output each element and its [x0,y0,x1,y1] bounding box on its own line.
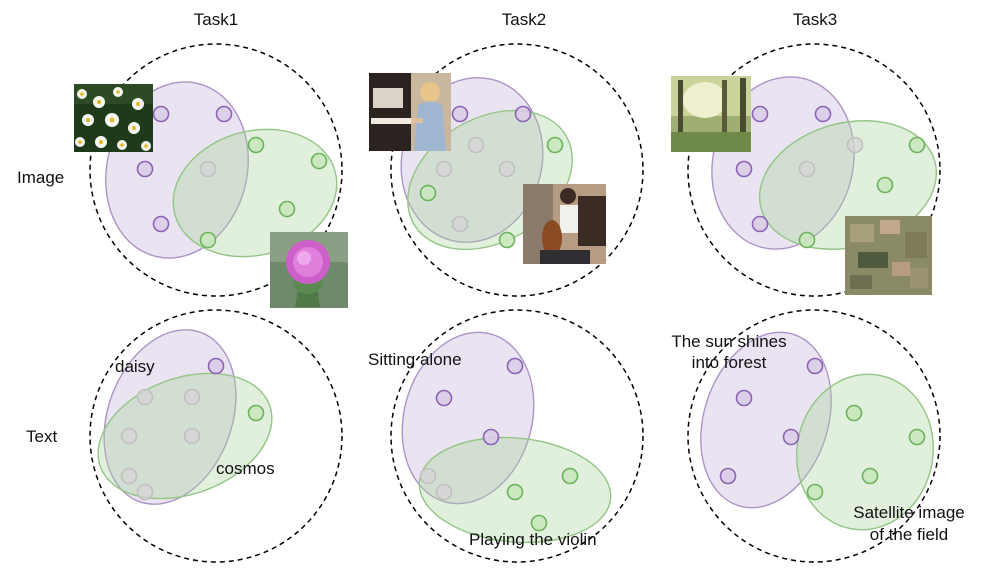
task2-image-overlap-point [467,136,485,154]
task2-text-green-point [506,483,524,501]
task2-image-panel [369,43,644,297]
task3-image-purple-point [751,105,769,123]
task3-image-purple-point [814,105,832,123]
thistle-photo [270,232,348,308]
task1-image-boundary [89,43,343,297]
task2-image-boundary [390,43,644,297]
task1-text-overlap-point [183,427,201,445]
task1-image-green-point [310,152,328,170]
task2-text-purple-cluster [401,331,535,505]
task2-image-overlap-point [498,160,516,178]
row-label-image: Image [17,168,64,187]
task1-text-overlap-point [183,388,201,406]
task3-image-purple-point [735,160,753,178]
caption-daisy: daisy [115,357,155,376]
task1-image-overlap-point [199,160,217,178]
task1-title: Task1 [194,10,238,29]
task2-text-green-point [561,467,579,485]
task2-image-green-point [546,136,564,154]
task3-image-green-point [908,136,926,154]
task1-image-purple-point [152,215,170,233]
task2-text-purple-point [506,357,524,375]
task1-image-green-point [278,200,296,218]
task3-text-green-point [861,467,879,485]
satellite-photo [845,216,932,295]
task1-image-purple-point [215,105,233,123]
task1-image-green-point [199,231,217,249]
forest-photo [671,76,751,152]
task2-image-overlap-point [435,160,453,178]
caption-sitting-alone: Sitting alone [368,350,462,369]
task3-text-panel: The sun shines into forest Satellite ima… [671,309,965,563]
task3-image-boundary [687,43,941,297]
caption-satellite-line2: of the field [870,525,948,544]
task3-text-purple-point [735,389,753,407]
daisy-photo [74,84,153,152]
cello-photo [523,184,606,264]
task1-text-panel: daisy cosmos [89,309,343,563]
task3-image-purple-point [751,215,769,233]
task2-image-overlap-point [451,215,469,233]
caption-playing-violin: Playing the violin [469,530,597,549]
task3-image-overlap-point [846,136,864,154]
task3-image-green-point [798,231,816,249]
task1-text-boundary [89,309,343,563]
task2-image-purple-point [514,105,532,123]
task2-text-purple-point [435,389,453,407]
piano-photo [369,73,451,151]
task3-text-green-point [806,483,824,501]
task2-title: Task2 [502,10,546,29]
task1-text-purple-point [207,357,225,375]
task3-text-green-point [845,404,863,422]
task1-image-panel [74,43,348,308]
task1-image-purple-point [152,105,170,123]
task1-text-overlap-point [136,388,154,406]
task3-text-purple-point [806,357,824,375]
task1-image-green-point [247,136,265,154]
row-label-text: Text [26,427,57,446]
caption-sun-forest-line1: The sun shines [671,332,786,351]
task2-text-boundary [390,309,644,563]
task2-image-purple-point [451,105,469,123]
task3-title: Task3 [793,10,837,29]
task3-text-purple-point [782,428,800,446]
task3-text-purple-point [719,467,737,485]
task2-text-overlap-point [435,483,453,501]
task1-text-green-point [247,404,265,422]
task3-image-panel [671,43,941,297]
task2-text-purple-point [482,428,500,446]
task1-text-overlap-point [120,427,138,445]
task3-text-boundary [687,309,941,563]
task3-text-green-point [908,428,926,446]
task2-text-overlap-point [419,467,437,485]
caption-sun-forest-line2: into forest [692,353,767,372]
task2-image-green-point [498,231,516,249]
task3-image-overlap-point [798,160,816,178]
task3-image-green-point [876,176,894,194]
task1-text-overlap-point [136,483,154,501]
caption-satellite-line1: Satellite image [853,503,965,522]
task2-text-panel: Sitting alone Playing the violin [368,309,644,563]
task2-text-green-point [530,514,548,532]
task3-text-purple-cluster [700,331,832,509]
task1-text-overlap-point [120,467,138,485]
caption-cosmos: cosmos [216,459,275,478]
task2-image-green-point [419,184,437,202]
task1-image-purple-point [136,160,154,178]
